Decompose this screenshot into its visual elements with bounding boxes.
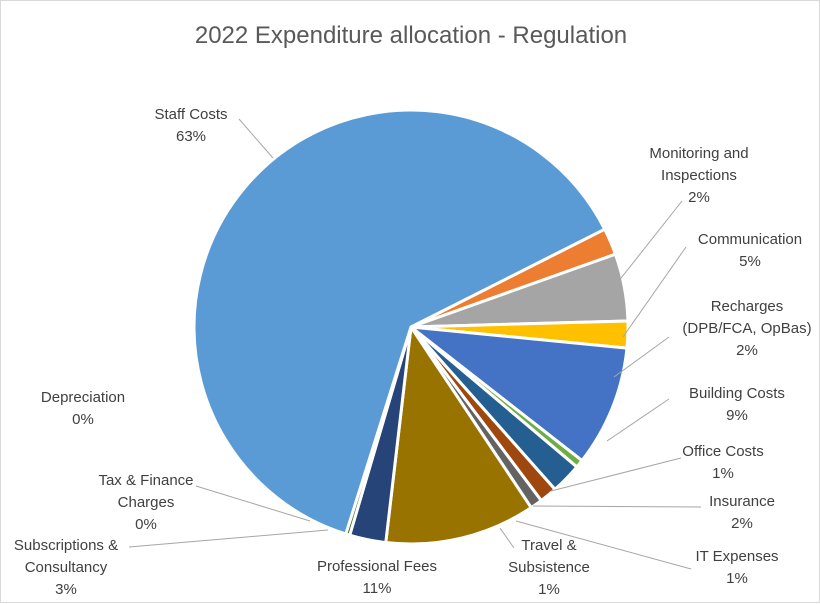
slice-professional-fees	[384, 325, 533, 546]
category-label: Depreciation	[41, 389, 125, 406]
leader-line-it-expenses	[515, 520, 692, 570]
percent-label: 1%	[712, 465, 734, 482]
leader-line-office-costs	[550, 457, 682, 492]
slice-building-costs	[409, 325, 629, 463]
category-label: Office Costs	[682, 443, 763, 460]
leader-line-subscriptions-consultancy	[128, 529, 329, 548]
percent-label: 9%	[726, 407, 748, 424]
leader-line-insurance	[532, 505, 702, 508]
category-label: Insurance	[709, 493, 775, 510]
percent-label: 0%	[72, 411, 94, 428]
leader-lines	[128, 118, 702, 570]
pie-slices	[192, 108, 630, 546]
label-communication: Communication 5%	[698, 231, 802, 270]
category-label: Recharges	[711, 298, 784, 315]
label-staff-costs: Staff Costs 63%	[154, 106, 227, 145]
percent-label: 11%	[363, 580, 392, 597]
percent-label: 2%	[688, 189, 710, 206]
label-it-expenses: IT Expenses 1%	[695, 548, 778, 587]
leader-line-travel-subsistence	[499, 527, 515, 549]
percent-label: 1%	[726, 570, 748, 587]
leader-line-tax-finance-charges	[195, 485, 311, 522]
category-label: Subsistence	[508, 559, 590, 576]
label-professional-fees: Professional Fees 11%	[317, 558, 437, 597]
label-monitoring-and-inspections: Monitoring and Inspections 2%	[649, 145, 748, 206]
leader-line-communication	[622, 246, 687, 338]
label-travel-subsistence: Travel & Subsistence 1%	[508, 537, 590, 598]
category-label: Subscriptions &	[14, 537, 118, 554]
chart-title: 2022 Expenditure allocation - Regulation	[195, 22, 627, 49]
category-label: Charges	[118, 494, 175, 511]
category-label: Communication	[698, 231, 802, 248]
category-label: Building Costs	[689, 385, 785, 402]
leader-line-building-costs	[606, 398, 670, 442]
percent-label: 2%	[731, 515, 753, 532]
label-building-costs: Building Costs 9%	[689, 385, 785, 424]
percent-label: 63%	[176, 128, 206, 145]
data-labels: Monitoring and Inspections 2% Communication…	[14, 106, 812, 598]
leader-line-monitoring-and-inspections	[613, 200, 683, 288]
percent-label: 0%	[135, 516, 157, 533]
percent-label: 2%	[736, 342, 758, 359]
category-label: Consultancy	[25, 559, 108, 576]
label-recharges-dpb-fca-opbas: Recharges (DPB/FCA, OpBas) 2%	[682, 298, 811, 359]
percent-label: 3%	[55, 581, 77, 598]
percent-label: 5%	[739, 253, 761, 270]
category-label: Monitoring and	[649, 145, 748, 162]
category-label: Staff Costs	[154, 106, 227, 123]
label-tax-finance-charges: Tax & Finance Charges 0%	[98, 472, 193, 533]
category-label: Travel &	[521, 537, 576, 554]
category-label: Professional Fees	[317, 558, 437, 575]
label-depreciation: Depreciation 0%	[41, 389, 125, 428]
percent-label: 1%	[538, 581, 560, 598]
leader-line-staff-costs	[238, 118, 274, 159]
leader-line-recharges-dpb-fca-opbas	[613, 336, 670, 378]
label-subscriptions-consultancy: Subscriptions & Consultancy 3%	[14, 537, 118, 598]
label-office-costs: Office Costs 1%	[682, 443, 763, 482]
category-label: Tax & Finance	[98, 472, 193, 489]
category-label: (DPB/FCA, OpBas)	[682, 320, 811, 337]
slice-staff-costs	[192, 108, 607, 536]
category-label: IT Expenses	[695, 548, 778, 565]
category-label: Inspections	[661, 167, 737, 184]
label-insurance: Insurance 2%	[709, 493, 775, 532]
